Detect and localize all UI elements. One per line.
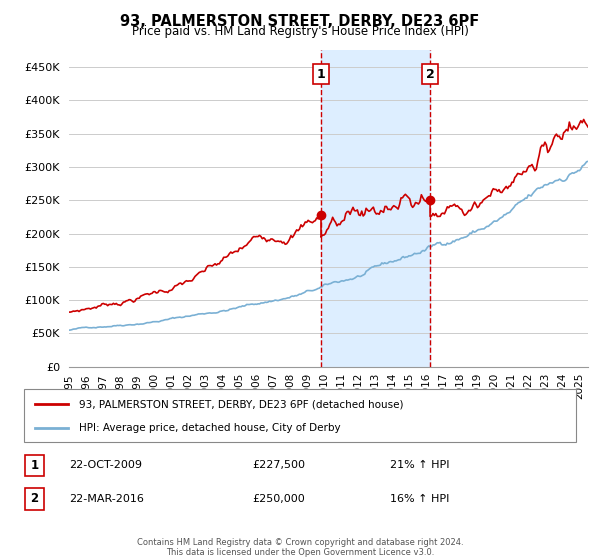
Text: 1: 1 — [317, 68, 325, 81]
Text: 1: 1 — [31, 459, 38, 472]
Text: HPI: Average price, detached house, City of Derby: HPI: Average price, detached house, City… — [79, 422, 341, 432]
Text: 2: 2 — [426, 68, 434, 81]
FancyBboxPatch shape — [24, 389, 576, 442]
Text: £227,500: £227,500 — [252, 460, 305, 470]
Bar — [321, 50, 430, 367]
Text: 93, PALMERSTON STREET, DERBY, DE23 6PF: 93, PALMERSTON STREET, DERBY, DE23 6PF — [121, 14, 479, 29]
Text: 93, PALMERSTON STREET, DERBY, DE23 6PF (detached house): 93, PALMERSTON STREET, DERBY, DE23 6PF (… — [79, 399, 404, 409]
Text: 16% ↑ HPI: 16% ↑ HPI — [390, 494, 449, 504]
Text: 22-MAR-2016: 22-MAR-2016 — [69, 494, 144, 504]
Text: £250,000: £250,000 — [252, 494, 305, 504]
FancyBboxPatch shape — [25, 488, 44, 510]
FancyBboxPatch shape — [25, 455, 44, 476]
Text: Price paid vs. HM Land Registry's House Price Index (HPI): Price paid vs. HM Land Registry's House … — [131, 25, 469, 38]
Text: Contains HM Land Registry data © Crown copyright and database right 2024.
This d: Contains HM Land Registry data © Crown c… — [137, 538, 463, 557]
Text: 21% ↑ HPI: 21% ↑ HPI — [390, 460, 449, 470]
Text: 2: 2 — [31, 492, 38, 506]
Text: 22-OCT-2009: 22-OCT-2009 — [69, 460, 142, 470]
